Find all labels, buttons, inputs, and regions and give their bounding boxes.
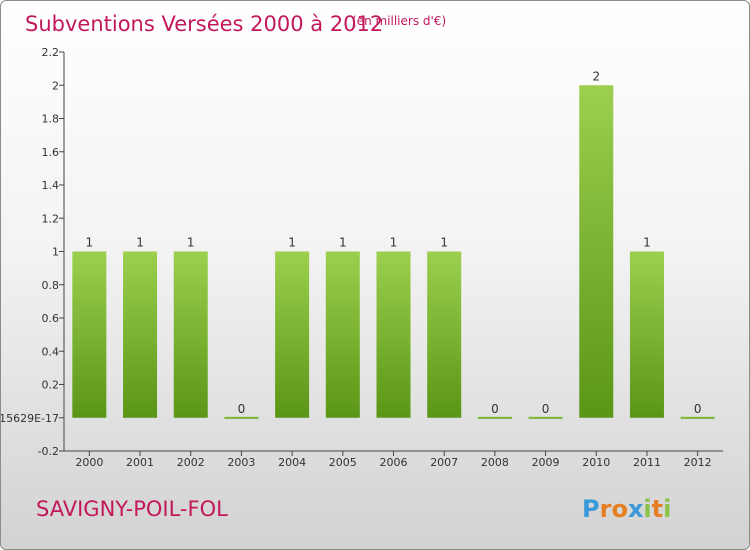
- y-tick-label: 0.4: [42, 345, 60, 358]
- bar-2006: [376, 251, 411, 418]
- x-tick-label: 2004: [278, 456, 306, 469]
- x-tick-label: 2002: [177, 456, 205, 469]
- data-label-2007: 1: [440, 236, 448, 250]
- y-tick-label: 0.6: [42, 312, 60, 325]
- bar-2010: [579, 85, 614, 418]
- data-label-2010: 2: [592, 69, 600, 83]
- proxiti-logo: Proxiti: [582, 495, 671, 523]
- data-label-2000: 1: [86, 236, 94, 250]
- x-tick-label: 2005: [329, 456, 357, 469]
- data-label-2011: 1: [643, 236, 651, 250]
- bar-2002: [173, 251, 208, 418]
- y-tick-label: 1.8: [42, 113, 60, 126]
- data-label-2002: 1: [187, 236, 195, 250]
- data-label-2012: 0: [694, 402, 702, 416]
- bar-2005: [325, 251, 360, 418]
- bar-2012: [680, 416, 715, 419]
- x-tick-label: 2011: [633, 456, 661, 469]
- chart-unit: (en milliers d'€): [352, 14, 446, 28]
- data-label-2005: 1: [339, 236, 347, 250]
- y-tick-label: 2: [52, 79, 59, 92]
- bar-2007: [427, 251, 462, 418]
- y-tick-label: 1.6: [42, 146, 60, 159]
- y-tick-label: 0.8: [42, 279, 60, 292]
- x-tick-label: 2003: [227, 456, 255, 469]
- data-label-2001: 1: [136, 236, 144, 250]
- x-tick-label: 2008: [481, 456, 509, 469]
- y-tick-label: -1.15629E-17: [1, 412, 59, 425]
- x-tick-label: 2000: [75, 456, 103, 469]
- y-tick-label: -0.2: [38, 445, 59, 458]
- bar-2000: [72, 251, 107, 418]
- chart-title: Subventions Versées 2000 à 2012: [25, 12, 383, 36]
- bar-2011: [629, 251, 664, 418]
- bar-2001: [123, 251, 158, 418]
- x-tick-label: 2012: [684, 456, 712, 469]
- data-label-2006: 1: [390, 236, 398, 250]
- x-tick-label: 2006: [380, 456, 408, 469]
- commune-name: SAVIGNY-POIL-FOL: [36, 497, 228, 521]
- bar-2004: [275, 251, 310, 418]
- x-tick-label: 2010: [582, 456, 610, 469]
- bar-2003: [224, 416, 259, 419]
- x-tick-label: 2007: [430, 456, 458, 469]
- x-tick-label: 2001: [126, 456, 154, 469]
- data-label-2009: 0: [542, 402, 550, 416]
- y-tick-label: 1.2: [42, 212, 60, 225]
- y-tick-label: 0.2: [42, 379, 60, 392]
- y-tick-label: 1.4: [42, 179, 60, 192]
- x-tick-label: 2009: [532, 456, 560, 469]
- y-tick-label: 1: [52, 246, 59, 259]
- data-label-2004: 1: [288, 236, 296, 250]
- data-label-2003: 0: [238, 402, 246, 416]
- y-tick-label: 2.2: [42, 46, 60, 59]
- data-label-2008: 0: [491, 402, 499, 416]
- bar-2009: [528, 416, 563, 419]
- bar-2008: [477, 416, 512, 419]
